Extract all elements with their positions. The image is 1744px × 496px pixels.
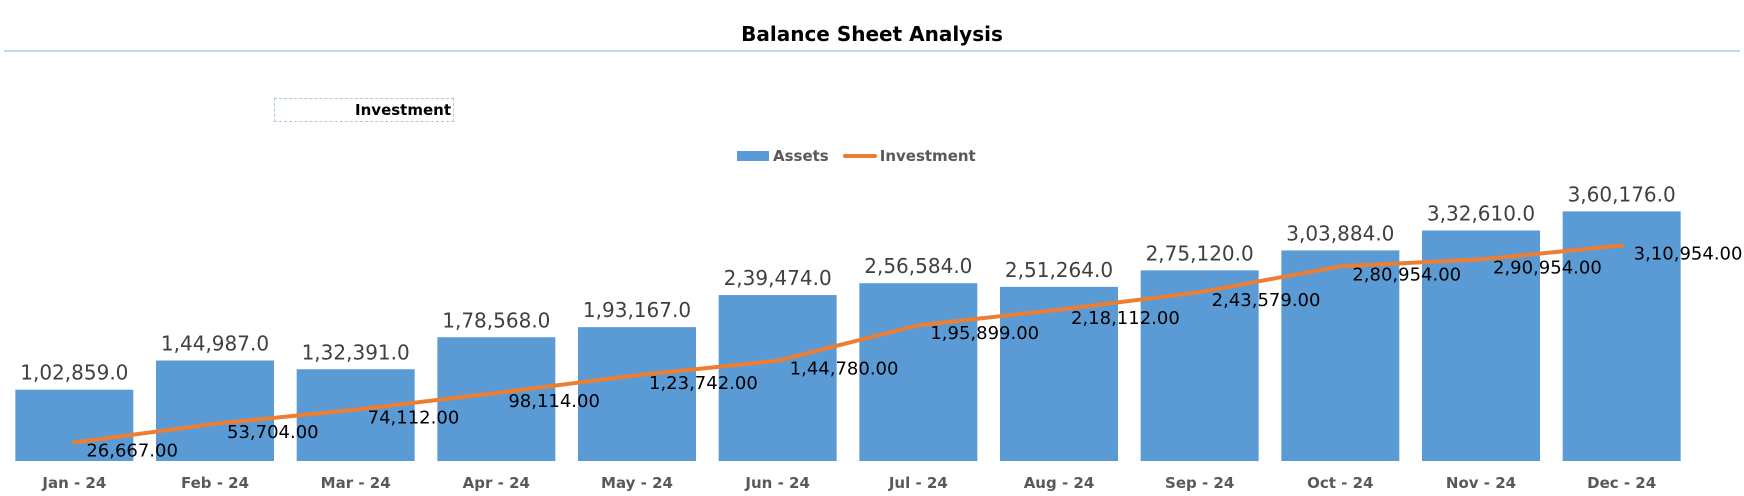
x-tick-label: Feb - 24 [181,474,249,492]
x-tick-label: Sep - 24 [1165,474,1234,492]
x-tick-label: Jul - 24 [888,474,948,492]
x-tick-label: Dec - 24 [1587,474,1656,492]
bar-value-label: 1,32,391.0 [302,340,410,364]
bar-value-label: 1,44,987.0 [161,332,269,356]
bar-value-label: 2,51,264.0 [1005,258,1113,282]
legend-swatch-investment [842,154,877,158]
legend-item-assets: Assets [737,147,829,165]
x-tick-label: Nov - 24 [1446,474,1516,492]
investment-label-box[interactable]: Investment [274,98,454,122]
bar-assets [1422,230,1540,461]
line-value-label: 3,10,954.00 [1634,244,1743,265]
title-divider [4,50,1740,52]
bar-value-label: 1,93,167.0 [583,298,691,322]
line-value-label: 98,114.00 [508,391,600,412]
bar-assets [15,389,134,461]
bar-value-label: 2,56,584.0 [864,254,972,278]
x-tick-label: Jan - 24 [41,474,106,492]
line-value-label: 2,43,579.00 [1212,290,1321,311]
line-value-label: 74,112.00 [368,408,460,429]
line-value-label: 1,23,742.00 [649,373,758,394]
legend-item-investment: Investment [842,147,976,165]
line-value-label: 2,80,954.00 [1352,264,1461,285]
line-value-label: 53,704.00 [227,422,319,443]
x-tick-label: Apr - 24 [463,474,530,492]
bar-value-label: 3,32,610.0 [1427,202,1535,226]
line-value-label: 1,95,899.00 [930,323,1039,344]
bar-assets [1562,211,1681,461]
x-tick-label: May - 24 [601,474,673,492]
bar-assets [578,327,696,461]
line-investment [72,243,1624,445]
line-value-label: 2,90,954.00 [1493,257,1602,278]
legend-label-assets: Assets [773,147,829,165]
bar-assets [718,295,837,461]
bar-value-label: 2,75,120.0 [1146,241,1254,265]
bar-assets [859,283,978,461]
chart-legend: Assets Investment [737,146,990,166]
x-tick-label: Aug - 24 [1024,474,1095,492]
x-tick-label: Oct - 24 [1307,474,1373,492]
bar-assets [1140,270,1259,461]
bar-value-label: 3,60,176.0 [1568,182,1676,206]
bar-assets [156,360,274,461]
bar-assets [1281,250,1400,461]
x-tick-label: Jun - 24 [744,474,809,492]
legend-swatch-assets [737,151,769,161]
legend-label-investment: Investment [879,147,976,165]
line-value-label: 2,18,112.00 [1071,308,1180,329]
x-tick-label: Mar - 24 [321,474,391,492]
bar-value-label: 3,03,884.0 [1286,221,1394,245]
line-value-label: 26,667.00 [86,441,178,462]
bar-value-label: 1,02,859.0 [20,361,128,385]
bar-value-label: 1,78,568.0 [442,308,550,332]
chart-title: Balance Sheet Analysis [741,22,1003,46]
line-value-label: 1,44,780.00 [790,359,899,380]
bar-value-label: 2,39,474.0 [724,266,832,290]
